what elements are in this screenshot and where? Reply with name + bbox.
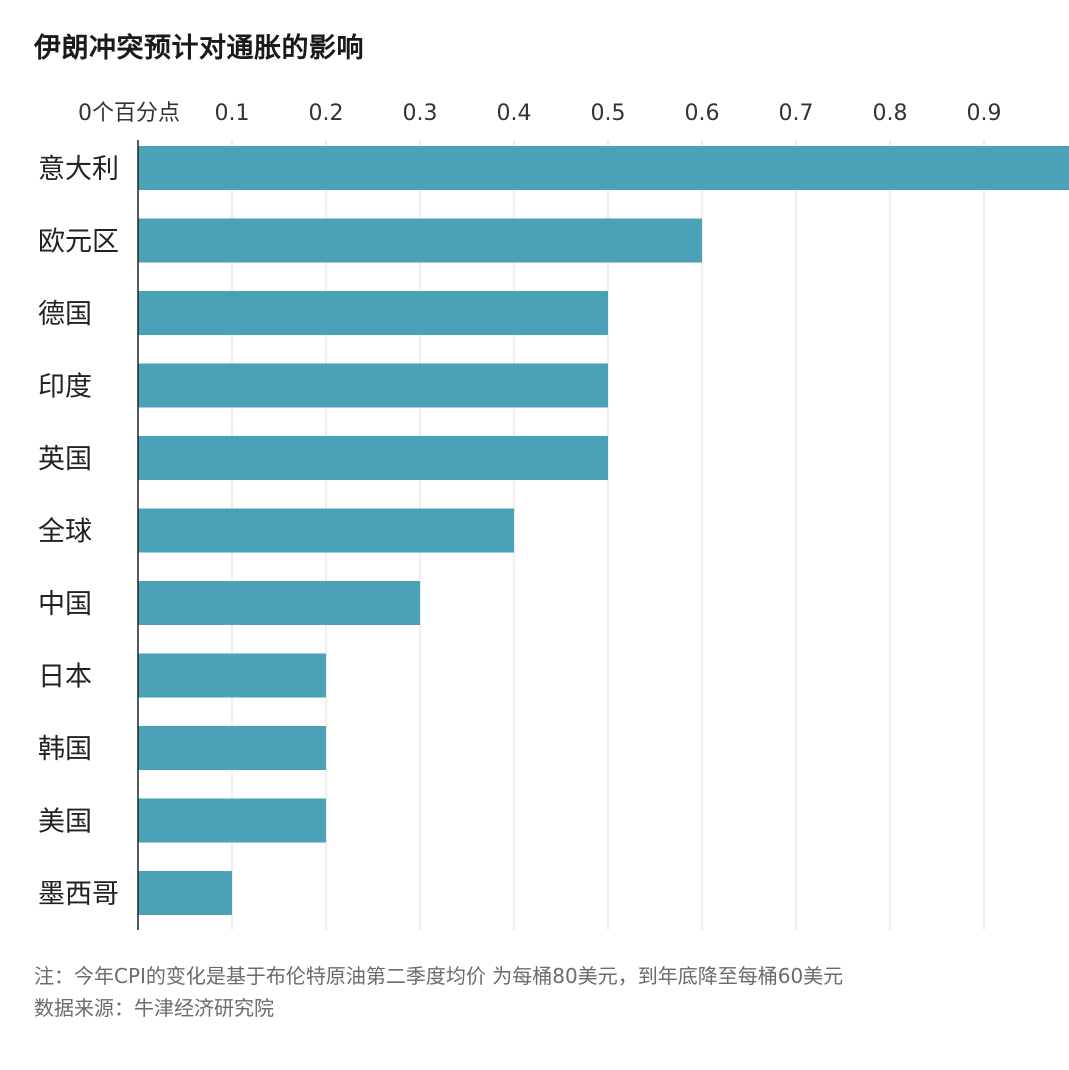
x-axis-ticks: 0个百分点 0.1 0.2 0.3 0.4 0.5 0.6 0.7 0.8 0.9: [78, 101, 1002, 126]
category-label: 意大利: [38, 154, 119, 185]
category-label: 墨西哥: [38, 879, 119, 910]
bar-3: [138, 363, 608, 408]
footnote-note: 注：今年CPI的变化是基于布伦特原油第二季度均价 为每桶80美元，到年底降至每桶…: [34, 964, 844, 988]
bar-1: [138, 218, 702, 263]
category-label: 英国: [38, 444, 92, 475]
category-label: 欧元区: [38, 227, 119, 258]
category-label: 日本: [38, 662, 92, 693]
category-label: 中国: [38, 589, 92, 620]
category-label: 德国: [38, 299, 92, 330]
x-tick-label: 0.1: [215, 101, 250, 126]
category-label: 全球: [38, 517, 92, 548]
bar-10: [138, 871, 232, 915]
footnote: 注：今年CPI的变化是基于布伦特原油第二季度均价 为每桶80美元，到年底降至每桶…: [34, 960, 843, 1024]
bar-4: [138, 436, 608, 480]
x-tick-label: 0.6: [685, 101, 720, 126]
x-tick-label: 0.2: [309, 101, 344, 126]
x-tick-label: 0个百分点: [78, 101, 180, 126]
bar-0: [138, 146, 1069, 190]
bars: [138, 146, 1069, 915]
x-tick-label: 0.9: [967, 101, 1002, 126]
category-label: 韩国: [38, 734, 92, 765]
bar-8: [138, 726, 326, 770]
bar-2: [138, 291, 608, 335]
x-tick-label: 0.5: [591, 101, 626, 126]
x-tick-label: 0.7: [779, 101, 814, 126]
category-label: 美国: [38, 807, 92, 838]
x-tick-label: 0.4: [497, 101, 532, 126]
bar-chart: 0个百分点 0.1 0.2 0.3 0.4 0.5 0.6 0.7 0.8 0.9 意大利欧元区德…: [38, 101, 1069, 930]
category-label: 印度: [38, 372, 92, 403]
bar-7: [138, 653, 326, 698]
chart-title: 伊朗冲突预计对通胀的影响: [34, 33, 364, 64]
bar-6: [138, 581, 420, 625]
x-tick-label: 0.8: [873, 101, 908, 126]
footnote-source: 数据来源：牛津经济研究院: [34, 996, 274, 1020]
x-tick-label: 0.3: [403, 101, 438, 126]
bar-5: [138, 508, 514, 553]
bar-9: [138, 798, 326, 843]
